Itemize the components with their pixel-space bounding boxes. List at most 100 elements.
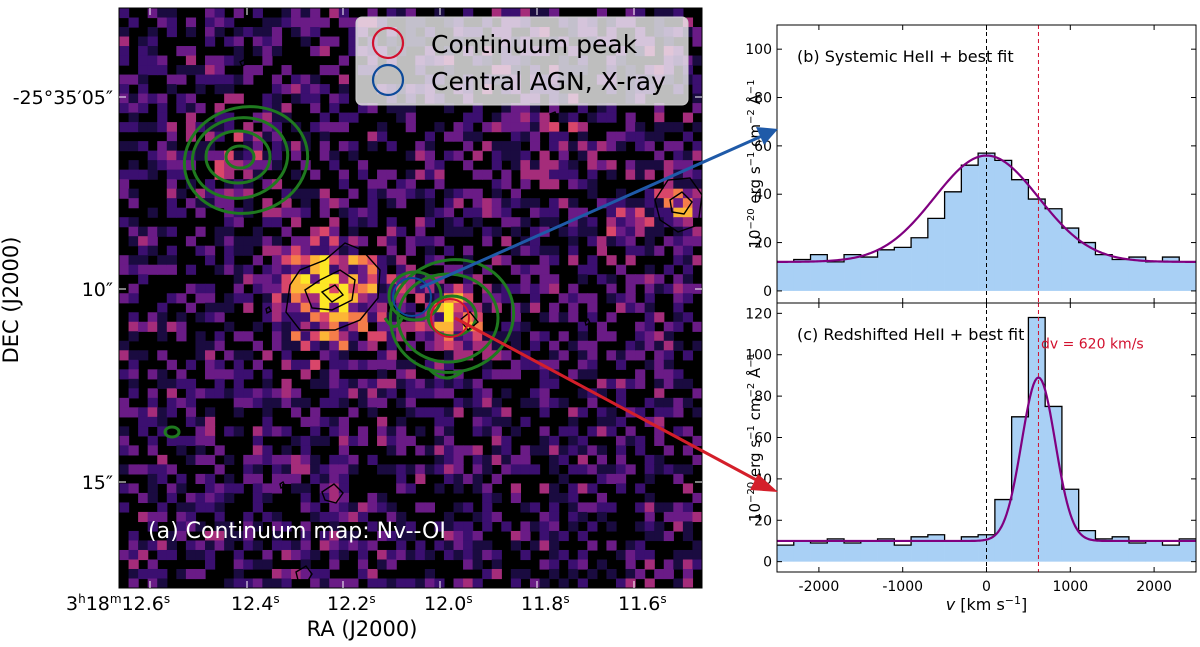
map-pixel: [291, 283, 302, 294]
map-pixel: [147, 160, 158, 171]
map-pixel: [348, 578, 359, 588]
map-pixel: [453, 283, 464, 294]
map-pixel: [185, 502, 197, 513]
map-pixel: [529, 245, 541, 256]
map-pixel: [329, 540, 340, 551]
y-tick-label: 120: [745, 306, 772, 322]
map-pixel: [233, 559, 244, 570]
map-pixel: [291, 27, 302, 38]
map-pixel: [644, 312, 655, 323]
map-pixel: [128, 388, 139, 399]
map-pixel: [386, 293, 397, 304]
map-pixel: [520, 283, 531, 294]
map-pixel: [329, 340, 340, 351]
map-pixel: [463, 502, 474, 513]
map-pixel: [348, 112, 359, 123]
map-pixel: [443, 264, 455, 275]
map-pixel: [338, 255, 349, 266]
map-pixel: [654, 198, 665, 209]
map-pixel: [271, 302, 283, 313]
map-pixel: [463, 397, 474, 408]
map-pixel: [281, 331, 292, 342]
map-pixel: [405, 483, 416, 494]
map-pixel: [233, 274, 244, 285]
map-pixel: [663, 511, 674, 523]
map-pixel: [214, 122, 225, 133]
map-pixel: [577, 578, 588, 588]
map-pixel: [271, 312, 283, 323]
red-arrow: [454, 316, 763, 485]
map-pixel: [205, 416, 216, 427]
map-pixel: [434, 160, 445, 171]
map-pixel: [472, 483, 483, 494]
map-pixel: [128, 293, 139, 304]
map-pixel: [338, 312, 349, 323]
map-pixel: [310, 245, 321, 256]
map-pixel: [195, 293, 206, 304]
map-pixel: [138, 321, 149, 332]
map-pixel: [415, 473, 426, 485]
map-pixel: [443, 378, 455, 389]
map-pixel: [147, 445, 158, 456]
map-pixel: [596, 321, 608, 332]
map-pixel: [300, 502, 311, 513]
map-pixel: [147, 55, 158, 66]
map-pixel: [482, 388, 493, 399]
map-pixel: [405, 397, 416, 408]
dec-axis-label: DEC (J2000): [0, 237, 23, 364]
map-pixel: [176, 321, 187, 332]
map-pixel: [596, 378, 608, 389]
map-pixel: [663, 407, 674, 418]
map-pixel: [185, 112, 197, 123]
map-pixel: [644, 131, 655, 142]
map-pixel: [549, 217, 560, 228]
map-pixel: [185, 302, 197, 313]
map-pixel: [281, 283, 292, 294]
map-pixel: [205, 74, 216, 85]
map-pixel: [329, 160, 340, 171]
map-pixel: [348, 312, 359, 323]
map-pixel: [386, 464, 397, 475]
map-pixel: [577, 530, 588, 542]
map-pixel: [377, 312, 388, 323]
map-pixel: [682, 521, 694, 532]
map-pixel: [520, 397, 531, 408]
map-pixel: [252, 578, 263, 588]
map-pixel: [472, 559, 483, 570]
map-pixel: [176, 312, 187, 323]
map-pixel: [157, 416, 168, 427]
map-pixel: [252, 435, 263, 446]
map-pixel: [367, 283, 378, 294]
map-pixel: [138, 122, 149, 133]
continuum-peak-circle: [430, 298, 470, 338]
map-pixel: [386, 274, 397, 285]
map-pixel: [357, 511, 369, 523]
map-pixel: [424, 188, 435, 199]
map-pixel: [396, 397, 407, 408]
map-pixel: [166, 84, 177, 95]
map-pixel: [673, 321, 684, 332]
map-pixel: [291, 321, 302, 332]
map-pixel: [348, 378, 359, 389]
map-pixel: [176, 150, 187, 161]
map-pixel: [482, 540, 493, 551]
map-pixel: [147, 416, 158, 427]
map-pixel: [252, 321, 263, 332]
map-pixel: [568, 445, 579, 456]
map-pixel: [577, 435, 588, 446]
map-pixel: [147, 93, 158, 104]
map-pixel: [482, 350, 493, 361]
y-tick-label: 80: [754, 91, 772, 107]
map-pixel: [453, 188, 464, 199]
map-pixel: [615, 445, 627, 456]
map-pixel: [529, 578, 541, 588]
map-pixel: [357, 502, 369, 513]
map-pixel: [214, 483, 225, 494]
map-pixel: [357, 274, 369, 285]
map-pixel: [128, 169, 139, 180]
map-pixel: [587, 464, 598, 475]
map-pixel: [214, 264, 225, 275]
map-pixel: [271, 464, 283, 475]
map-pixel: [453, 473, 464, 485]
map-pixel: [635, 540, 646, 551]
